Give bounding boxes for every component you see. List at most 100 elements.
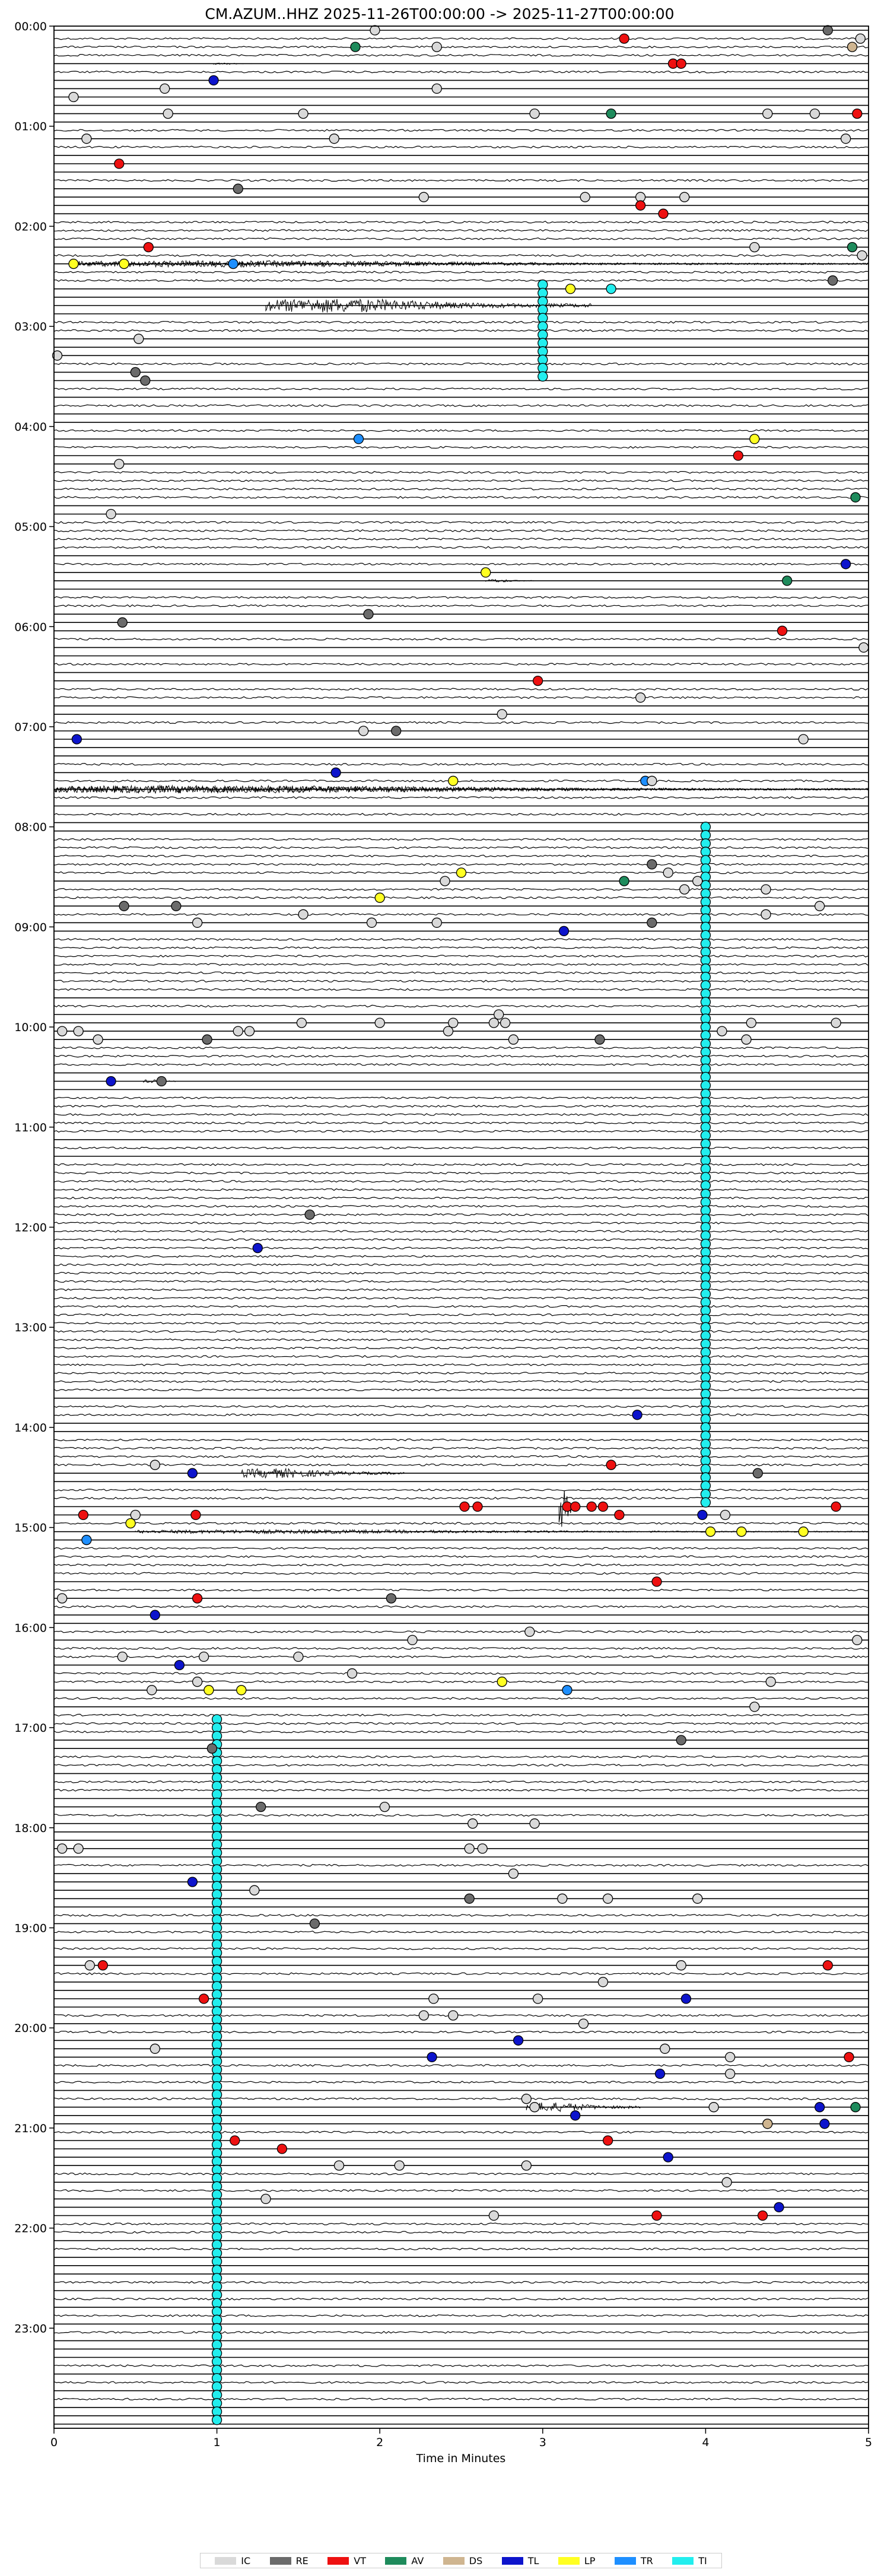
- event-marker-ic: [724, 2052, 736, 2063]
- trace-line: [53, 696, 869, 699]
- trace-line: [53, 1113, 869, 1116]
- y-tick-label: 00:00: [14, 20, 47, 33]
- trace-line: [53, 1321, 869, 1325]
- trace-line: [53, 1338, 869, 1341]
- trace-line: [53, 2097, 869, 2101]
- event-waveform: [70, 259, 869, 268]
- event-marker-tl: [774, 2202, 784, 2213]
- trace-line: [53, 971, 869, 974]
- trace-line: [53, 1271, 869, 1275]
- trace-line: [53, 145, 869, 149]
- trace-line: [53, 1713, 869, 1717]
- event-marker-ic: [147, 1685, 157, 1696]
- trace-line: [53, 1046, 869, 1050]
- legend-swatch: [269, 2556, 291, 2565]
- event-marker-ic: [765, 1677, 776, 1687]
- event-marker-vt: [777, 625, 788, 636]
- event-marker-re: [464, 1893, 475, 1904]
- trace-line: [53, 1789, 869, 1792]
- trace-line: [53, 1605, 869, 1608]
- trace-line: [53, 2247, 868, 2251]
- event-marker-tl: [427, 2052, 437, 2063]
- trace-line: [53, 229, 869, 232]
- event-marker-ic: [464, 1843, 475, 1854]
- y-tick-label: 19:00: [14, 1922, 47, 1935]
- trace-line: [53, 1647, 869, 1650]
- event-marker-av: [850, 2102, 861, 2113]
- event-marker-ic: [524, 1626, 535, 1637]
- event-marker-ic: [329, 133, 339, 144]
- trace-line: [53, 1497, 869, 1500]
- event-marker-re: [752, 1468, 763, 1478]
- trace-line: [53, 1814, 869, 1817]
- event-marker-ic: [708, 2102, 719, 2113]
- trace-line: [53, 1355, 869, 1358]
- event-marker-ic: [602, 1893, 613, 1904]
- event-marker-vt: [651, 2210, 662, 2221]
- event-marker-ic: [500, 1017, 511, 1028]
- event-marker-ic: [761, 909, 771, 920]
- legend-swatch: [614, 2556, 636, 2565]
- trace-line: [53, 2172, 869, 2176]
- event-marker-vt: [97, 1960, 109, 1971]
- legend-item-lp: LP: [558, 2555, 595, 2567]
- event-waveform: [70, 261, 869, 266]
- legend-label: AV: [411, 2555, 424, 2567]
- trace-line: [53, 1405, 869, 1408]
- event-marker-ic: [676, 1960, 686, 1971]
- trace-line: [53, 854, 869, 858]
- event-marker-tr: [228, 259, 238, 269]
- event-marker-ic: [374, 1017, 385, 1028]
- legend-item-av: AV: [385, 2555, 424, 2567]
- trace-line: [53, 1780, 869, 1783]
- trace-line: [53, 1680, 868, 1683]
- event-marker-ic: [117, 1651, 128, 1662]
- event-marker-re: [171, 901, 182, 911]
- trace-line: [53, 387, 869, 390]
- trace-line: [53, 2281, 869, 2284]
- event-marker-tl: [187, 1468, 198, 1478]
- trace-line: [53, 1555, 869, 1559]
- event-marker-vt: [114, 158, 125, 169]
- event-marker-ic: [293, 1651, 304, 1662]
- event-waveform: [53, 785, 869, 794]
- trace-line: [53, 271, 869, 274]
- event-marker-ic: [407, 1634, 418, 1646]
- y-tick-label: 09:00: [14, 921, 47, 934]
- y-tick-label: 22:00: [14, 2222, 47, 2235]
- trace-line: [53, 320, 869, 324]
- event-marker-ic: [366, 917, 377, 928]
- event-marker-ic: [635, 692, 646, 703]
- legend-label: DS: [469, 2555, 483, 2567]
- event-marker-lp: [203, 1685, 214, 1696]
- x-tick-label: 3: [539, 2436, 546, 2449]
- event-markers: [52, 25, 869, 2425]
- event-marker-ic: [244, 1026, 255, 1036]
- event-marker-vt: [619, 33, 629, 44]
- event-marker-ic: [679, 192, 690, 202]
- trace-line: [53, 37, 869, 40]
- event-marker-ic: [717, 1026, 727, 1036]
- trace-line: [53, 404, 869, 408]
- event-marker-vt: [472, 1501, 483, 1512]
- event-waveform: [265, 298, 592, 313]
- event-waveform: [485, 578, 534, 583]
- event-marker-ic: [660, 2043, 670, 2054]
- event-marker-ic: [497, 709, 507, 720]
- event-marker-ic: [529, 2102, 540, 2113]
- trace-line: [53, 538, 869, 540]
- trace-line: [53, 479, 869, 482]
- trace-line: [53, 1255, 869, 1258]
- trace-line: [53, 637, 869, 641]
- legend-label: RE: [295, 2555, 308, 2567]
- trace-line: [53, 1588, 869, 1592]
- trace-line: [53, 221, 869, 224]
- trace-line: [53, 1171, 869, 1175]
- trace-line: [53, 470, 868, 474]
- trace-line: [53, 596, 869, 599]
- event-marker-vt: [192, 1593, 203, 1604]
- trace-line: [53, 1230, 869, 1233]
- event-marker-lp: [68, 259, 79, 269]
- event-marker-ic: [198, 1651, 209, 1662]
- event-marker-tl: [697, 1509, 708, 1521]
